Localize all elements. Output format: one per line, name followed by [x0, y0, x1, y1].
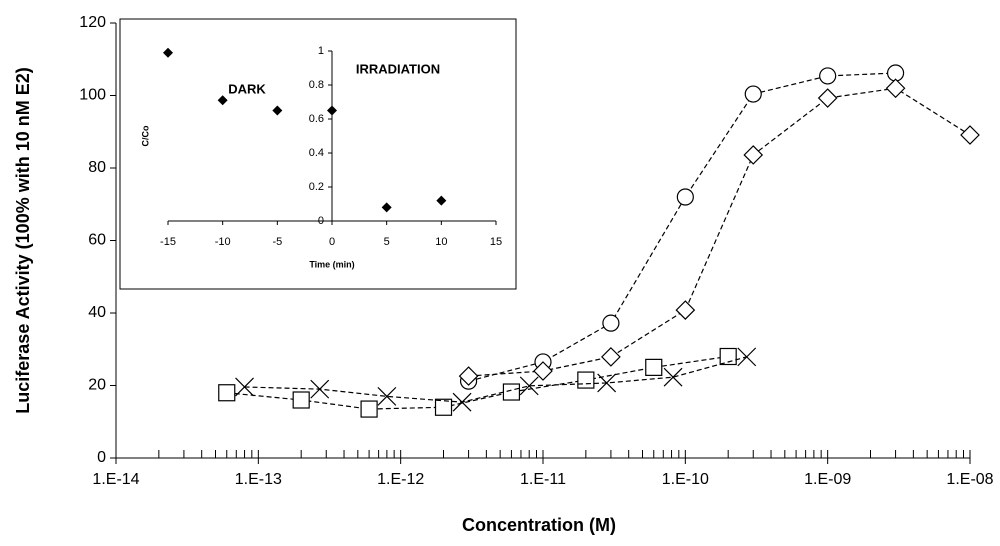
marker	[272, 105, 283, 116]
y-tick-label: 80	[88, 159, 106, 176]
marker	[310, 379, 330, 399]
marker	[602, 314, 620, 332]
series-line	[244, 356, 747, 403]
x-tick-label: -10	[215, 236, 231, 248]
marker	[235, 377, 254, 397]
y-tick-label: 120	[79, 14, 106, 31]
y-tick-label: 1	[318, 45, 324, 57]
marker	[743, 145, 764, 165]
x-tick-label: 1.E-13	[235, 471, 282, 488]
marker	[533, 361, 553, 381]
annotation: IRRADIATION	[356, 61, 440, 76]
marker	[292, 391, 310, 409]
marker	[519, 376, 539, 396]
marker	[577, 371, 595, 389]
x-tick-label: 1.E-12	[377, 471, 424, 488]
marker	[502, 383, 521, 401]
x-tick-label: 0	[329, 236, 335, 248]
marker	[885, 78, 906, 99]
marker	[645, 358, 663, 376]
series-line	[468, 87, 971, 377]
marker	[360, 400, 378, 418]
marker	[381, 202, 392, 213]
marker	[597, 373, 617, 393]
annotation: DARK	[228, 81, 266, 96]
x-tick-label: 15	[490, 236, 502, 248]
marker	[452, 392, 472, 412]
marker	[663, 367, 683, 387]
marker	[817, 88, 838, 108]
x-tick-label: -5	[272, 236, 282, 248]
y-tick-label: 0.8	[309, 79, 324, 91]
x-tick-label: 1.E-11	[520, 471, 566, 488]
marker	[436, 195, 447, 206]
y-tick-label: 0	[97, 449, 106, 466]
marker	[377, 386, 397, 406]
y-tick-label: 0.2	[309, 181, 324, 193]
y-tick-label: 60	[88, 232, 106, 249]
x-tick-label: 1.E-08	[946, 471, 993, 488]
marker	[458, 366, 479, 386]
marker	[217, 95, 228, 106]
marker	[737, 347, 757, 367]
x-tick-label: 1.E-10	[662, 471, 709, 488]
marker	[163, 47, 173, 58]
x-axis-title: Time (min)	[309, 259, 354, 269]
y-tick-label: 0.4	[309, 147, 324, 159]
marker	[218, 384, 236, 402]
y-axis-title: C/Co	[140, 125, 150, 146]
series-line	[226, 355, 729, 410]
marker	[676, 188, 694, 206]
y-tick-label: 40	[88, 304, 106, 321]
y-tick-label: 0	[318, 215, 324, 227]
marker	[327, 105, 337, 116]
marker	[601, 347, 621, 367]
x-tick-label: 1.E-09	[804, 471, 851, 488]
y-tick-label: 100	[79, 87, 106, 104]
y-tick-label: 20	[88, 377, 106, 394]
marker	[744, 85, 762, 103]
x-tick-label: 1.E-14	[92, 471, 139, 488]
inset-frame	[119, 18, 517, 290]
marker	[960, 125, 980, 145]
x-tick-label: -15	[160, 236, 176, 248]
marker	[434, 398, 453, 416]
x-tick-label: 5	[384, 236, 390, 248]
marker	[819, 67, 837, 85]
y-axis-title: Luciferase Activity (100% with 10 nM E2)	[13, 67, 33, 413]
x-axis-title: Concentration (M)	[462, 515, 616, 535]
y-tick-label: 0.6	[309, 113, 324, 125]
marker	[675, 300, 696, 320]
x-tick-label: 10	[435, 236, 447, 248]
